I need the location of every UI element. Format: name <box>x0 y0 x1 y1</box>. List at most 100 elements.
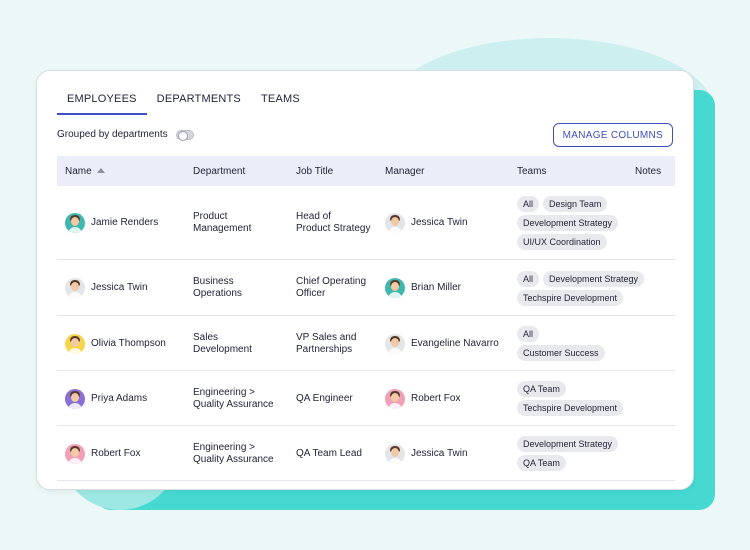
table-row[interactable]: Jamie Renders Product Management Head of P… <box>57 186 675 260</box>
column-header-job-title[interactable]: Job Title <box>296 166 334 177</box>
manager-name: Evangeline Navarro <box>411 337 499 349</box>
avatar <box>65 388 85 409</box>
team-chip[interactable]: Design Team <box>543 196 608 212</box>
employee-cell[interactable]: Jamie Renders <box>65 213 158 233</box>
group-toggle-row: Grouped by departments <box>57 129 194 141</box>
team-chip[interactable]: All <box>517 326 540 342</box>
employee-name: Robert Fox <box>91 447 141 459</box>
teams-cell: Development Strategy QA Team <box>517 436 619 471</box>
table-row[interactable]: Robert Fox Engineering > Quality Assuranc… <box>57 426 675 481</box>
manager-name: Brian Miller <box>411 282 462 293</box>
department-line-1: Engineering > <box>193 441 255 453</box>
department-line-2: Quality Assurance <box>193 398 274 410</box>
department-cell: Engineering > Quality Assurance <box>193 442 274 466</box>
manager-cell[interactable]: Robert Fox <box>385 388 460 409</box>
avatar <box>65 443 85 464</box>
column-header-department[interactable]: Department <box>193 166 246 177</box>
job-title-cell: Chief Operating Officer <box>296 276 366 300</box>
department-line-1: Engineering > <box>193 386 255 398</box>
manager-cell[interactable]: Jessica Twin <box>385 213 468 233</box>
team-chip[interactable]: Development Strategy <box>517 215 619 231</box>
avatar <box>385 388 405 409</box>
manage-columns-button[interactable]: MANAGE COLUMNS <box>552 123 673 147</box>
teams-cell: All Development Strategy Techspire Develop… <box>517 270 645 306</box>
column-header-notes[interactable]: Notes <box>635 166 662 177</box>
teams-list: QA Team Techspire Development <box>517 381 624 416</box>
table-row[interactable]: Olivia Thompson Sales Development VP Sale… <box>57 316 675 371</box>
job-title-line-1: VP Sales and <box>296 331 357 343</box>
employee-name: Jamie Renders <box>91 217 159 228</box>
team-chip[interactable]: QA Team <box>517 455 566 471</box>
department-cell: Product Management <box>193 211 251 235</box>
manager-cell[interactable]: Evangeline Navarro <box>385 333 499 354</box>
team-chip[interactable]: Development Strategy <box>543 270 645 287</box>
employee-cell[interactable]: Robert Fox <box>65 443 141 464</box>
department-line-1: Sales <box>193 331 219 343</box>
avatar <box>65 333 85 354</box>
department-line-2: Operations <box>193 288 242 299</box>
employee-cell[interactable]: Priya Adams <box>65 388 148 409</box>
column-header-teams[interactable]: Teams <box>517 166 547 177</box>
teams-list: All Customer Success <box>517 326 605 361</box>
group-toggle-label: Grouped by departments <box>57 129 168 140</box>
teams-cell: QA Team Techspire Development <box>517 381 624 416</box>
manager-cell[interactable]: Brian Miller <box>385 278 461 298</box>
employee-name: Jessica Twin <box>91 282 148 293</box>
table-header: Name Department Job Title Manager Teams … <box>57 156 675 186</box>
department-line-2: Quality Assurance <box>193 453 274 465</box>
job-title-cell: Head of Product Strategy <box>296 211 370 235</box>
teams-cell: All Customer Success <box>517 326 605 361</box>
tab-teams[interactable]: TEAMS <box>260 93 300 105</box>
table-row[interactable]: Priya Adams Engineering > Quality Assuran… <box>57 371 675 426</box>
department-line-2: Management <box>193 223 252 234</box>
group-by-department-toggle[interactable] <box>175 129 194 141</box>
avatar <box>385 333 405 354</box>
department-line-1: Business <box>193 276 234 287</box>
column-header-name-label: Name <box>65 166 92 177</box>
table-row[interactable]: Jessica Twin Business Operations Chief Op… <box>57 260 675 316</box>
employee-name: Olivia Thompson <box>91 337 166 349</box>
job-title-line-2: Partnerships <box>296 343 353 355</box>
team-chip[interactable]: All <box>517 196 540 212</box>
department-line-1: Product <box>193 211 228 222</box>
department-cell: Engineering > Quality Assurance <box>193 387 274 411</box>
teams-list: All Design Team Development Strategy UI/UX … <box>517 196 619 250</box>
employee-cell[interactable]: Olivia Thompson <box>65 333 166 354</box>
manager-name: Jessica Twin <box>411 217 468 228</box>
avatar <box>385 278 405 298</box>
manager-cell[interactable]: Jessica Twin <box>385 443 468 464</box>
tab-employees[interactable]: EMPLOYEES <box>57 93 147 115</box>
sort-ascending-icon[interactable] <box>96 168 105 173</box>
job-title-line-1: Head of <box>296 211 332 222</box>
teams-cell: All Design Team Development Strategy UI/UX … <box>517 196 619 250</box>
column-header-manager[interactable]: Manager <box>385 166 425 177</box>
employee-cell[interactable]: Jessica Twin <box>65 278 148 298</box>
team-chip[interactable]: Development Strategy <box>517 436 619 452</box>
team-chip[interactable]: All <box>517 270 540 287</box>
job-title-line-2: Officer <box>296 288 326 299</box>
manager-name: Jessica Twin <box>411 447 468 459</box>
employee-name: Priya Adams <box>91 392 148 404</box>
job-title-cell: VP Sales and Partnerships <box>296 332 356 356</box>
department-cell: Sales Development <box>193 332 252 356</box>
employees-card: EMPLOYEES DEPARTMENTS TEAMS Grouped by d… <box>36 70 694 490</box>
team-chip[interactable]: Techspire Development <box>517 400 624 416</box>
team-chip[interactable]: Customer Success <box>517 345 605 361</box>
job-title-line-1: Chief Operating <box>296 276 367 287</box>
avatar <box>385 443 405 464</box>
teams-list: All Development Strategy Techspire Develop… <box>517 270 645 306</box>
team-chip[interactable]: Techspire Development <box>517 289 624 306</box>
avatar <box>65 213 85 233</box>
team-chip[interactable]: UI/UX Coordination <box>517 234 607 250</box>
avatar <box>65 278 85 298</box>
job-title-line-2: Product Strategy <box>296 223 371 234</box>
tab-departments[interactable]: DEPARTMENTS <box>156 93 241 105</box>
department-line-2: Development <box>193 343 252 355</box>
teams-list: Development Strategy QA Team <box>517 436 619 471</box>
team-chip[interactable]: QA Team <box>517 381 566 397</box>
column-header-name[interactable]: Name <box>65 166 105 177</box>
avatar <box>385 213 405 233</box>
job-title-cell: QA Engineer <box>296 393 353 405</box>
job-title-cell: QA Team Lead <box>296 448 362 460</box>
job-title: QA Engineer <box>296 392 353 404</box>
